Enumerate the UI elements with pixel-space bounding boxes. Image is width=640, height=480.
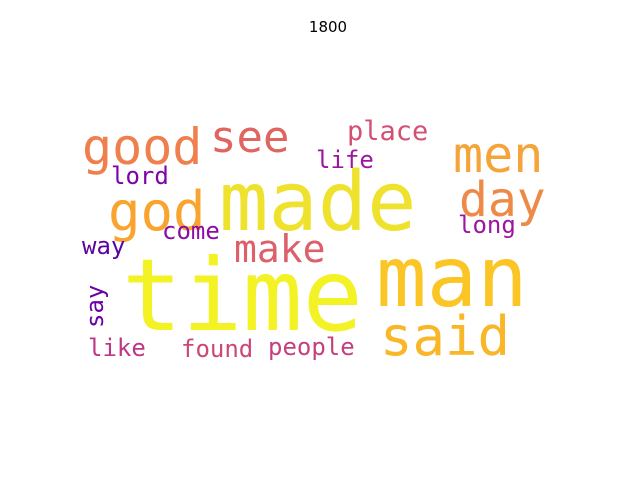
word-people: people — [268, 333, 355, 361]
word-make: make — [234, 227, 326, 271]
word-way: way — [82, 232, 125, 260]
word-found: found — [181, 335, 253, 363]
word-man: man — [376, 228, 528, 326]
word-men: men — [453, 126, 543, 184]
word-like: like — [88, 334, 146, 362]
word-good: good — [82, 118, 202, 176]
word-life: life — [316, 146, 374, 174]
word-see: see — [210, 112, 289, 163]
word-come: come — [162, 217, 220, 245]
word-lord: lord — [111, 162, 169, 190]
word-place: place — [347, 116, 428, 147]
word-day: day — [459, 172, 546, 228]
word-time: time — [122, 237, 363, 354]
word-say: say — [81, 285, 109, 328]
word-god: god — [108, 180, 206, 243]
chart-title: 1800 — [308, 18, 348, 36]
word-made: made — [219, 155, 416, 250]
word-long: long — [458, 211, 516, 239]
word-said: said — [380, 305, 510, 368]
